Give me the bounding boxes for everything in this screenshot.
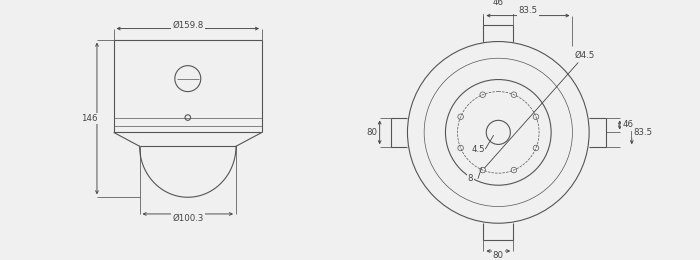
Text: Ø159.8: Ø159.8 xyxy=(172,20,204,29)
Text: 4.5: 4.5 xyxy=(471,145,484,154)
Text: 46: 46 xyxy=(493,0,504,7)
Text: 8: 8 xyxy=(468,174,473,183)
Text: 80: 80 xyxy=(493,251,504,260)
Text: Ø100.3: Ø100.3 xyxy=(172,214,204,223)
Text: 146: 146 xyxy=(81,114,98,123)
Text: 83.5: 83.5 xyxy=(634,128,652,137)
Text: 80: 80 xyxy=(367,128,378,137)
Text: 83.5: 83.5 xyxy=(519,6,538,15)
Text: 46: 46 xyxy=(622,120,634,129)
Text: Ø4.5: Ø4.5 xyxy=(484,51,595,168)
